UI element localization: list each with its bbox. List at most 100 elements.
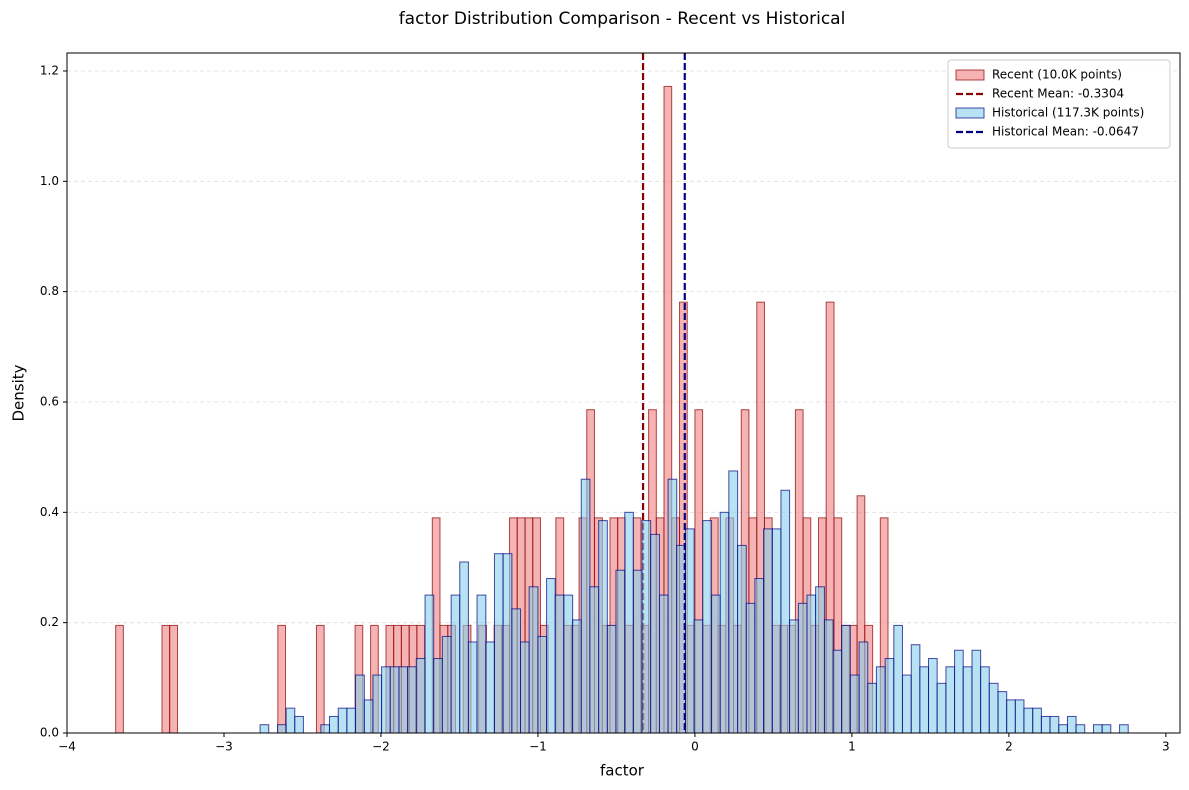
histogram-bar xyxy=(589,586,600,734)
histogram-bar xyxy=(115,624,124,734)
x-tick-label: 1 xyxy=(848,740,856,754)
histogram-bar xyxy=(407,666,417,734)
histogram-bar xyxy=(997,691,1008,734)
histogram-bar xyxy=(884,658,895,734)
histogram-bar xyxy=(259,724,270,734)
legend-swatch xyxy=(955,107,985,119)
y-axis-label: Density xyxy=(10,364,28,421)
x-tick-label: −3 xyxy=(215,740,233,754)
histogram-bar xyxy=(1032,707,1042,734)
histogram-bar xyxy=(381,666,391,734)
histogram-bar xyxy=(806,594,817,734)
histogram-bar xyxy=(1049,715,1060,734)
histogram-bar xyxy=(919,666,930,734)
histogram-bar xyxy=(580,478,591,734)
histogram-bar xyxy=(1075,724,1086,734)
histogram-bar xyxy=(1066,715,1077,734)
histogram-bar xyxy=(337,707,348,734)
histogram-bar xyxy=(277,724,287,734)
histogram-bar xyxy=(832,649,843,734)
histogram-bar xyxy=(320,724,330,734)
histogram-bar xyxy=(606,624,617,734)
histogram-bar xyxy=(797,602,808,734)
histogram-bar xyxy=(858,641,869,734)
y-tick-label: 1.0 xyxy=(40,174,59,188)
histogram-bar xyxy=(702,520,713,734)
x-tick-label: −4 xyxy=(58,740,76,754)
histogram-bar xyxy=(328,715,339,734)
histogram-bar xyxy=(719,511,730,734)
x-tick-label: −1 xyxy=(529,740,547,754)
histogram-bar xyxy=(615,569,626,734)
histogram-bar xyxy=(398,666,409,734)
histogram-bar xyxy=(554,594,565,734)
histogram-bar xyxy=(572,619,582,734)
histogram-bar xyxy=(485,641,495,734)
x-axis-label: factor xyxy=(600,762,645,780)
histogram-bar xyxy=(1023,707,1034,734)
histogram-bar xyxy=(285,707,296,734)
histogram-bar xyxy=(537,635,548,734)
histogram-bar xyxy=(511,608,522,734)
histogram-bar xyxy=(936,682,947,734)
histogram-bar xyxy=(650,533,660,734)
histogram-bar xyxy=(632,569,643,734)
histogram-bar xyxy=(476,594,487,734)
histogram-bar xyxy=(1006,699,1016,734)
y-tick-label: 1.2 xyxy=(40,63,59,77)
histogram-bar xyxy=(161,624,171,734)
x-tick-label: 0 xyxy=(691,740,699,754)
histogram-bar xyxy=(910,644,921,734)
histogram-bar xyxy=(294,715,304,734)
y-tick-label: 0.0 xyxy=(40,726,59,740)
histogram-bar xyxy=(1058,724,1068,734)
histogram-bar xyxy=(1101,724,1112,734)
legend-box xyxy=(947,59,1171,149)
legend-swatch xyxy=(955,69,985,81)
histogram-bar xyxy=(928,658,938,734)
legend-label: Historical (117.3K points) xyxy=(992,106,1144,120)
histogram-bar xyxy=(641,520,652,734)
histogram-bar xyxy=(780,489,791,734)
histogram-bar xyxy=(546,578,556,734)
y-tick-label: 0.4 xyxy=(40,505,59,519)
histogram-bar xyxy=(667,478,678,734)
histogram-bar xyxy=(459,561,469,734)
histogram-bar xyxy=(815,586,825,734)
histogram-bar xyxy=(433,658,443,734)
histogram-bar xyxy=(598,520,608,734)
histogram-bar xyxy=(737,544,747,734)
histogram-bar xyxy=(875,666,886,734)
histogram-bar xyxy=(441,635,452,734)
histogram-bar xyxy=(528,586,539,734)
y-tick-label: 0.6 xyxy=(40,394,59,408)
histogram-bar xyxy=(372,674,383,734)
histogram-bar xyxy=(954,649,964,734)
histogram-bar xyxy=(823,619,834,734)
histogram-bar xyxy=(415,658,426,734)
histogram-bar xyxy=(1040,715,1051,734)
histogram-bar xyxy=(169,624,179,734)
histogram-bar xyxy=(754,578,765,734)
histogram-bar xyxy=(624,511,634,734)
y-tick-label: 0.8 xyxy=(40,284,59,298)
histogram-bar xyxy=(315,624,325,734)
x-tick-label: 2 xyxy=(1005,740,1013,754)
histogram-bar xyxy=(658,594,669,734)
histogram-bar xyxy=(467,641,478,734)
histogram-bar xyxy=(945,666,956,734)
histogram-bar xyxy=(841,624,851,734)
histogram-bar xyxy=(771,528,782,734)
histogram-bar xyxy=(1093,724,1103,734)
histogram-bar xyxy=(450,594,461,734)
x-tick-label: 3 xyxy=(1162,740,1170,754)
histogram-bar xyxy=(980,666,990,734)
histogram-bar xyxy=(277,624,287,734)
histogram-bar xyxy=(763,528,773,734)
histogram-bar xyxy=(493,553,504,734)
histogram-bar xyxy=(693,619,704,734)
histogram-bar xyxy=(728,470,739,734)
histogram-bar xyxy=(962,666,973,734)
histogram-bar xyxy=(893,624,903,734)
histogram-bar xyxy=(988,682,999,734)
